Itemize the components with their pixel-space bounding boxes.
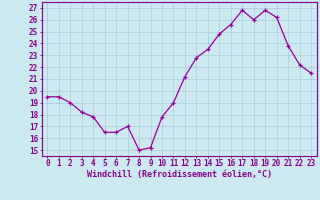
X-axis label: Windchill (Refroidissement éolien,°C): Windchill (Refroidissement éolien,°C) (87, 170, 272, 179)
